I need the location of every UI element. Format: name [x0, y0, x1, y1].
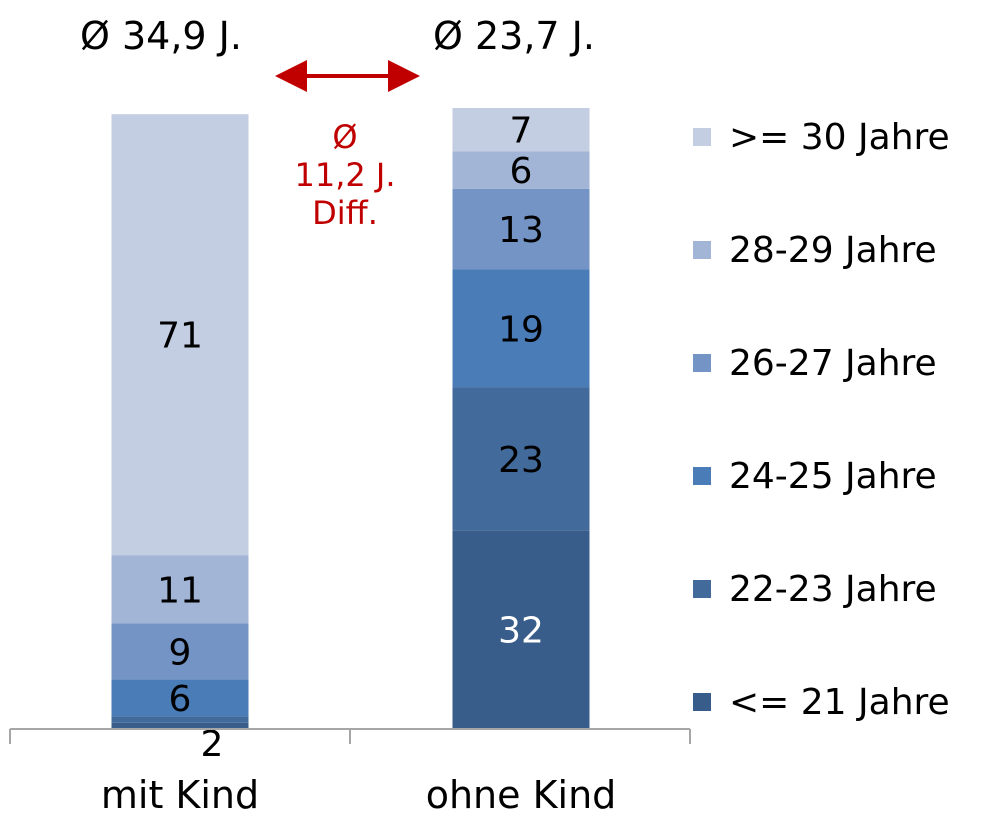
legend-label-22-23-jahre: 22-23 Jahre	[729, 569, 937, 610]
difference-suffix: Diff.	[312, 194, 378, 232]
data-label-ohne-kind-26-27-jahre: 13	[498, 210, 544, 251]
data-label-mit-kind-28-29-jahre: 11	[157, 570, 203, 611]
legend-swatch-21-jahre	[693, 693, 711, 711]
difference-label: Ø 11,2 J. Diff.	[260, 118, 430, 232]
data-label-ohne-kind-21-jahre: 32	[498, 611, 544, 652]
legend-label-30-jahre: >= 30 Jahre	[729, 117, 950, 158]
bar-mit-kind-28-29-jahre	[111, 555, 249, 624]
legend-swatch-22-23-jahre	[693, 580, 711, 598]
data-label-ohne-kind-28-29-jahre: 6	[510, 151, 533, 192]
average-mit-kind: Ø 34,9 J.	[80, 14, 242, 58]
bar-mit-kind-30-jahre	[111, 114, 249, 556]
bar-ohne-kind-26-27-jahre	[452, 188, 590, 270]
legend-swatch-26-27-jahre	[693, 354, 711, 372]
bar-ohne-kind-30-jahre	[452, 108, 590, 152]
average-ohne-kind: Ø 23,7 J.	[433, 14, 595, 58]
legend-swatch-24-25-jahre	[693, 467, 711, 485]
legend-label-21-jahre: <= 21 Jahre	[729, 682, 950, 723]
bar-mit-kind-26-27-jahre	[111, 623, 249, 680]
bar-ohne-kind-28-29-jahre	[452, 151, 590, 189]
bar-mit-kind-22-23-jahre	[111, 716, 249, 723]
bar-ohne-kind-22-23-jahre	[452, 387, 590, 531]
bar-mit-kind-21-jahre	[111, 722, 249, 729]
legend-swatch-30-jahre	[693, 128, 711, 146]
data-label-mit-kind-30-jahre: 71	[157, 316, 203, 357]
data-label-mit-kind-26-27-jahre: 9	[169, 632, 192, 673]
category-label-mit-kind: mit Kind	[101, 773, 259, 817]
data-label-mit-kind-extra: 2	[201, 724, 224, 765]
legend-swatch-28-29-jahre	[693, 241, 711, 259]
legend-label-24-25-jahre: 24-25 Jahre	[729, 456, 937, 497]
legend-label-26-27-jahre: 26-27 Jahre	[729, 343, 937, 384]
difference-symbol: Ø	[332, 118, 358, 156]
difference-value: 11,2 J.	[294, 156, 396, 194]
data-label-ohne-kind-22-23-jahre: 23	[498, 440, 544, 481]
data-label-ohne-kind-24-25-jahre: 19	[498, 309, 544, 350]
bar-ohne-kind-24-25-jahre	[452, 269, 590, 388]
bar-ohne-kind-21-jahre	[452, 530, 590, 729]
category-label-ohne-kind: ohne Kind	[426, 773, 617, 817]
legend-label-28-29-jahre: 28-29 Jahre	[729, 230, 937, 271]
data-label-ohne-kind-30-jahre: 7	[510, 111, 533, 152]
bar-mit-kind-24-25-jahre	[111, 679, 249, 717]
data-label-mit-kind-24-25-jahre: 6	[169, 679, 192, 720]
